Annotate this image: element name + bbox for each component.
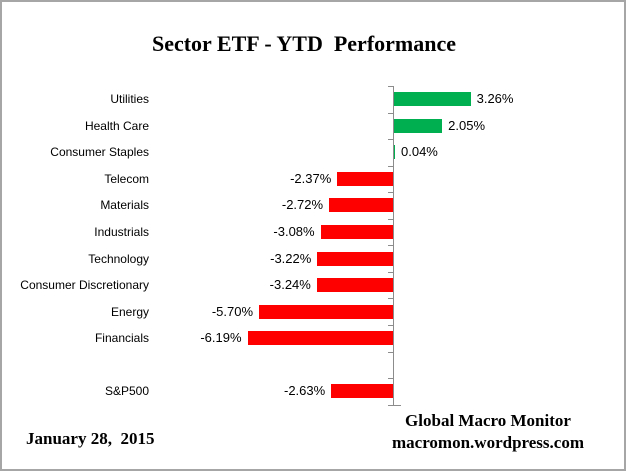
axis-tick-mark — [388, 86, 393, 87]
axis-tick-mark — [388, 351, 393, 353]
category-label-industrials: Industrials — [94, 225, 149, 240]
performance-bar-consumer-staples — [394, 145, 395, 160]
category-label-materials: Materials — [100, 198, 149, 213]
value-label-materials: -2.72% — [281, 197, 324, 213]
category-label-consumer-staples: Consumer Staples — [50, 145, 149, 160]
value-label-consumer-staples: 0.04% — [401, 144, 438, 160]
performance-bar-health-care — [394, 118, 443, 133]
chart-title: Sector ETF - YTD Performance — [151, 31, 457, 56]
axis-tick-mark — [388, 218, 393, 220]
value-axis-line — [393, 86, 394, 405]
axis-tick-mark — [388, 112, 393, 114]
date-label: January 28, 2015 — [26, 429, 155, 448]
axis-tick-mark — [388, 404, 393, 406]
value-label-health-care: 2.05% — [448, 117, 486, 133]
axis-tick-mark — [388, 165, 393, 167]
performance-bar-industrials — [320, 225, 393, 240]
value-label-industrials: -3.08% — [273, 224, 315, 240]
category-label-telecom: Telecom — [104, 171, 149, 186]
axis-tick-mark — [388, 245, 393, 247]
performance-bar-technology — [317, 251, 393, 266]
category-label-health-care: Health Care — [84, 118, 149, 133]
value-label-technology: -3.22% — [270, 250, 312, 266]
credit-title: Global Macro Monitor — [405, 411, 571, 430]
category-label-s-p500: S&P500 — [104, 384, 149, 399]
axis-tick-mark — [388, 139, 393, 141]
performance-bar-energy — [259, 304, 393, 319]
category-label-energy: Energy — [110, 304, 149, 319]
performance-bar-utilities — [394, 92, 471, 107]
value-label-utilities: 3.26% — [476, 91, 514, 107]
axis-bottom-stub — [393, 404, 401, 406]
value-label-financials: -6.19% — [200, 330, 242, 346]
axis-tick-mark — [388, 271, 393, 273]
performance-bar-materials — [329, 198, 393, 213]
value-label-s-p500: -2.63% — [283, 383, 326, 399]
category-label-consumer-discretionary: Consumer Discretionary — [20, 278, 149, 293]
credit-block: Global Macro Monitor macromon.wordpress.… — [370, 410, 606, 454]
value-label-consumer-discretionary: -3.24% — [269, 277, 311, 293]
axis-tick-mark — [388, 298, 393, 300]
performance-bar-s-p500 — [331, 384, 393, 399]
performance-bar-financials — [247, 331, 393, 346]
value-label-telecom: -2.37% — [290, 170, 332, 186]
category-label-technology: Technology — [88, 251, 149, 266]
value-label-energy: -5.70% — [211, 303, 254, 319]
performance-bar-telecom — [337, 171, 393, 186]
axis-tick-mark — [388, 378, 393, 380]
performance-bar-consumer-discretionary — [316, 278, 393, 293]
category-label-utilities: Utilities — [110, 92, 149, 107]
category-label-financials: Financials — [94, 331, 149, 346]
credit-url: macromon.wordpress.com — [391, 433, 584, 452]
axis-tick-mark — [388, 324, 393, 326]
axis-tick-mark — [388, 192, 393, 194]
